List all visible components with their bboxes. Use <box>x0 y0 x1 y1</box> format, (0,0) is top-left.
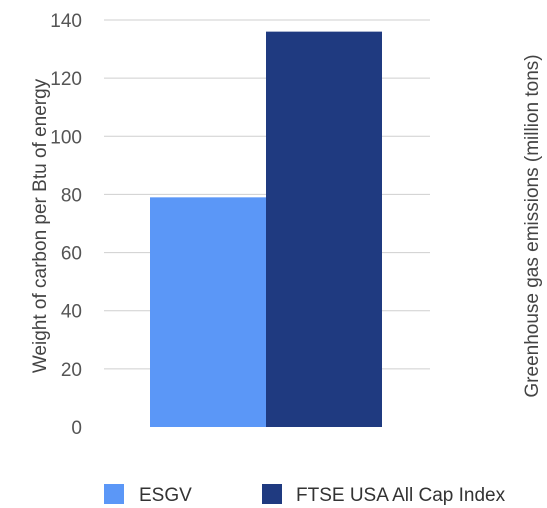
legend-label-ftse-usa-all-cap-index: FTSE USA All Cap Index <box>296 485 506 506</box>
secondary-y-axis-title: Greenhouse gas emissions (million tons) <box>522 54 543 397</box>
legend-swatch-esgv <box>104 484 124 504</box>
y-tick-label-140: 140 <box>50 11 82 32</box>
legend: ESGV FTSE USA All Cap Index <box>104 484 506 506</box>
bar-esgv <box>150 197 266 427</box>
y-axis-ticks: 0 20 40 60 80 100 120 140 <box>50 11 82 439</box>
y-axis-title: Weight of carbon per Btu of energy <box>30 78 51 373</box>
y-tick-label-60: 60 <box>61 244 82 265</box>
y-tick-label-20: 20 <box>61 360 82 381</box>
y-tick-label-120: 120 <box>50 69 82 90</box>
legend-label-esgv: ESGV <box>139 485 192 506</box>
y-tick-label-100: 100 <box>50 127 82 148</box>
bars <box>150 31 382 427</box>
bar-ftse-usa-all-cap-index <box>266 31 382 427</box>
y-tick-label-0: 0 <box>71 418 82 439</box>
y-tick-label-40: 40 <box>61 302 82 323</box>
legend-swatch-ftse-usa-all-cap-index <box>262 484 282 504</box>
y-tick-label-80: 80 <box>61 185 82 206</box>
